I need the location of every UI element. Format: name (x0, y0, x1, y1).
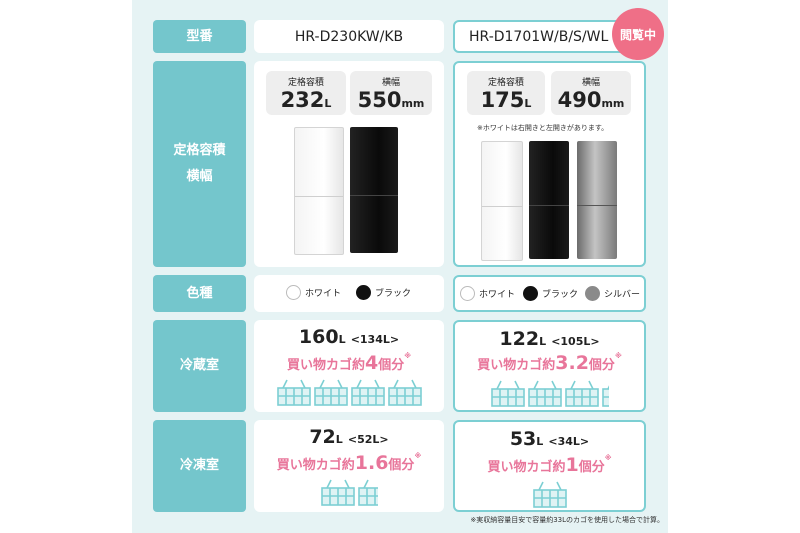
row-label-colors: 色種 (153, 275, 246, 312)
color-option-silver-b: シルバー (585, 286, 640, 301)
fridge-baskets-b (455, 379, 644, 407)
capacity-cell-b: 定格容積 175L 横幅 490mm ※ホワイトは右開きと左開きがあります。 (453, 61, 646, 267)
shopping-basket-icon (601, 385, 609, 407)
row-label-model: 型番 (153, 20, 246, 53)
freezer-baskets-a (254, 478, 444, 506)
shopping-basket-icon (320, 479, 355, 506)
shopping-basket-icon (532, 481, 567, 508)
shopping-basket-icon (357, 479, 378, 506)
fridge-image-black-a (350, 127, 398, 253)
shopping-basket-icon (527, 380, 562, 407)
color-swatch-black (356, 285, 371, 300)
fridge-cell-a: 160L <134L> 買い物カゴ約4個分※ (254, 320, 444, 412)
freezer-basket-text-b: 買い物カゴ約1個分※ (487, 454, 612, 476)
capacity-box-a: 定格容積 232L (266, 71, 346, 115)
shopping-basket-icon (564, 380, 599, 407)
freezer-cell-b: 53L <34L> 買い物カゴ約1個分※ (453, 420, 646, 512)
row-label-capacity: 定格容積 横幅 (153, 61, 246, 267)
color-option-black-a: ブラック (356, 285, 411, 300)
fridge-image-black-b (529, 141, 569, 259)
viewing-badge: 閲覧中 (612, 8, 664, 60)
row-label-capacity-line1: 定格容積 (173, 143, 226, 158)
freezer-basket-text-a: 買い物カゴ約1.6個分※ (276, 452, 422, 474)
footnote: ※実収納容量目安で容量約33Lのカゴを使用した場合で計算。 (470, 516, 664, 524)
color-swatch-black (523, 286, 538, 301)
fridge-basket-text-a: 買い物カゴ約4個分※ (286, 352, 412, 374)
freezer-capacity-b: 53L <34L> (509, 428, 590, 450)
fridge-cell-b: 122L <105L> 買い物カゴ約3.2個分※ (453, 320, 646, 412)
color-swatch-white (460, 286, 475, 301)
freezer-capacity-a: 72L <52L> (309, 426, 389, 448)
shopping-basket-icon (490, 380, 525, 407)
shopping-basket-icon (313, 379, 348, 406)
width-box-a: 横幅 550mm (350, 71, 432, 115)
model-cell-a: HR-D230KW/KB (254, 20, 444, 53)
freezer-cell-a: 72L <52L> 買い物カゴ約1.6個分※ (254, 420, 444, 512)
fridge-capacity-a: 160L <134L> (298, 326, 400, 348)
model-name-a: HR-D230KW/KB (294, 28, 404, 45)
model-name-b: HR-D1701W/B/S/WL (469, 28, 609, 45)
color-swatch-white (286, 285, 301, 300)
fridge-capacity-b: 122L <105L> (499, 328, 600, 350)
fridge-image-white-b (481, 141, 523, 261)
freezer-baskets-b (455, 480, 644, 508)
shopping-basket-icon (387, 379, 422, 406)
fridge-baskets-a (254, 378, 444, 406)
color-option-black-b: ブラック (523, 286, 578, 301)
colors-cell-a: ホワイト ブラック (254, 275, 444, 312)
colors-cell-b: ホワイト ブラック シルバー (453, 275, 646, 312)
capacity-cell-a: 定格容積 232L 横幅 550mm (254, 61, 444, 267)
width-box-b: 横幅 490mm (551, 71, 631, 115)
fridge-basket-text-b: 買い物カゴ約3.2個分※ (477, 352, 622, 374)
shopping-basket-icon (276, 379, 311, 406)
row-label-capacity-line2: 横幅 (186, 169, 213, 184)
fridge-image-white-a (294, 127, 344, 255)
color-option-white-a: ホワイト (286, 285, 341, 300)
color-swatch-silver (585, 286, 600, 301)
color-option-white-b: ホワイト (460, 286, 515, 301)
row-label-freezer: 冷凍室 (153, 420, 246, 512)
fridge-image-silver-b (577, 141, 617, 259)
hinge-note: ※ホワイトは右開きと左開きがあります。 (477, 124, 609, 132)
shopping-basket-icon (350, 379, 385, 406)
capacity-box-b: 定格容積 175L (467, 71, 545, 115)
row-label-fridge: 冷蔵室 (153, 320, 246, 412)
